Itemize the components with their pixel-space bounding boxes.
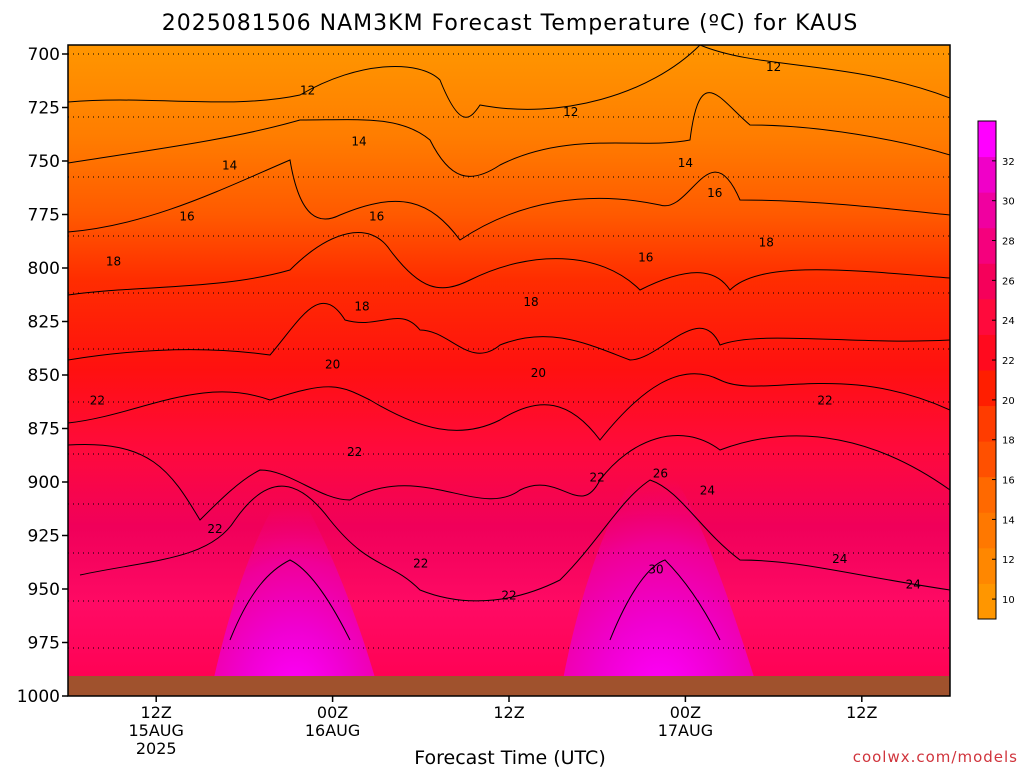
y-tick-label: 900 — [28, 473, 60, 493]
grid-lines — [68, 53, 950, 649]
colorbar-tick-label: 16 — [1002, 476, 1015, 487]
contour-label: 16 — [179, 210, 194, 224]
x-tick-label: 15AUG — [128, 721, 183, 740]
colorbar-segment — [978, 512, 996, 549]
contour-label: 26 — [653, 466, 668, 480]
contour-label: 20 — [531, 366, 546, 380]
credit-text: coolwx.com/models — [853, 748, 1018, 766]
colorbar-segment — [978, 583, 996, 620]
colorbar-tick-label: 18 — [1002, 436, 1015, 447]
contour-label: 30 — [648, 563, 663, 577]
contour-label: 18 — [523, 295, 538, 309]
contour-label: 12 — [300, 83, 315, 97]
contour-label: 16 — [707, 186, 722, 200]
colorbar-tick-label: 20 — [1002, 396, 1015, 407]
contour-label: 22 — [90, 394, 105, 408]
x-tick-label: 12Z — [141, 703, 172, 722]
contour-label: 24 — [832, 552, 847, 566]
y-tick-label: 700 — [28, 45, 60, 65]
x-tick-label: 17AUG — [658, 721, 713, 740]
x-tick-label: 12Z — [846, 703, 877, 722]
colorbar-segment — [978, 298, 996, 335]
colorbar-tick-label: 24 — [1002, 316, 1015, 327]
y-tick-label: 925 — [28, 527, 60, 547]
contour-label: 22 — [590, 471, 605, 485]
contour-lines — [68, 45, 950, 641]
y-tick-label: 975 — [28, 634, 60, 654]
colorbar-tick-label: 10 — [1002, 595, 1015, 606]
ground-strip — [68, 676, 950, 696]
colorbar-tick-label: 28 — [1002, 237, 1015, 248]
warm-region-16aug — [210, 480, 380, 696]
colorbar-segment — [978, 121, 996, 158]
y-tick-label: 800 — [28, 259, 60, 279]
contour-label: 18 — [354, 300, 369, 314]
y-tick-label: 1000 — [17, 687, 60, 707]
x-tick-label: 12Z — [493, 703, 524, 722]
colorbar-segment — [978, 476, 996, 513]
contour-label: 24 — [700, 484, 715, 498]
x-tick-label: 16AUG — [305, 721, 360, 740]
x-axis-label: Forecast Time (UTC) — [414, 747, 605, 768]
contour-label: 12 — [563, 105, 578, 119]
contour-label: 22 — [207, 522, 222, 536]
colorbar-tick-label: 22 — [1002, 356, 1015, 367]
colorbar-tick-label: 30 — [1002, 197, 1015, 208]
y-tick-label: 875 — [28, 420, 60, 440]
contour-label: 22 — [347, 445, 362, 459]
colorbar: 10 12 14 16 18 20 22 24 26 28 30 32 — [977, 120, 1015, 620]
contour-label: 14 — [351, 135, 366, 149]
contour-label: 24 — [906, 578, 921, 592]
colorbar-segment — [978, 192, 996, 229]
colorbar-segment — [978, 405, 996, 442]
x-tick-label: 00Z — [317, 703, 348, 722]
colorbar-tick-label: 26 — [1002, 276, 1015, 287]
contour-labels: 12 12 12 14 14 14 16 16 16 16 18 18 18 18 20 20 22 22 22 22… — [90, 60, 921, 603]
colorbar-segment — [978, 370, 996, 407]
y-axis: 700 725 750 775 800 825 850 875 900 925 950 975 1000 — [17, 45, 68, 707]
colorbar-segment — [978, 227, 996, 264]
contour-label: 22 — [817, 394, 832, 408]
y-tick-label: 850 — [28, 366, 60, 386]
colorbar-tick-label: 14 — [1002, 515, 1015, 526]
x-tick-label: 2025 — [136, 739, 177, 758]
warm-region-17aug — [560, 455, 760, 696]
y-tick-label: 825 — [28, 313, 60, 333]
colorbar-frame — [977, 120, 997, 620]
y-tick-label: 950 — [28, 580, 60, 600]
contour-label: 18 — [759, 235, 774, 249]
chart-title: 2025081506 NAM3KM Forecast Temperature (… — [162, 11, 859, 36]
colorbar-segment — [978, 547, 996, 584]
contour-label: 22 — [413, 556, 428, 570]
contour-label: 22 — [501, 588, 516, 602]
contour-label: 18 — [106, 255, 121, 269]
contour-label: 14 — [678, 156, 693, 170]
temperature-field: 12 12 12 14 14 14 16 16 16 16 18 18 18 18 20 20 22 22 22 22… — [68, 45, 950, 696]
colorbar-tick-label: 32 — [1002, 157, 1015, 168]
y-tick-label: 725 — [28, 99, 60, 119]
y-tick-label: 775 — [28, 206, 60, 226]
colorbar-segment — [978, 334, 996, 371]
contour-label: 16 — [638, 250, 653, 264]
colorbar-segment — [978, 263, 996, 300]
contour-label: 14 — [222, 158, 237, 172]
field-background — [68, 45, 950, 696]
contour-label: 20 — [325, 357, 340, 371]
contour-label: 16 — [369, 210, 384, 224]
colorbar-segment — [978, 441, 996, 478]
x-tick-label: 00Z — [670, 703, 701, 722]
y-tick-label: 750 — [28, 152, 60, 172]
colorbar-segment — [978, 156, 996, 193]
contour-label: 12 — [766, 60, 781, 74]
colorbar-tick-label: 12 — [1002, 555, 1015, 566]
